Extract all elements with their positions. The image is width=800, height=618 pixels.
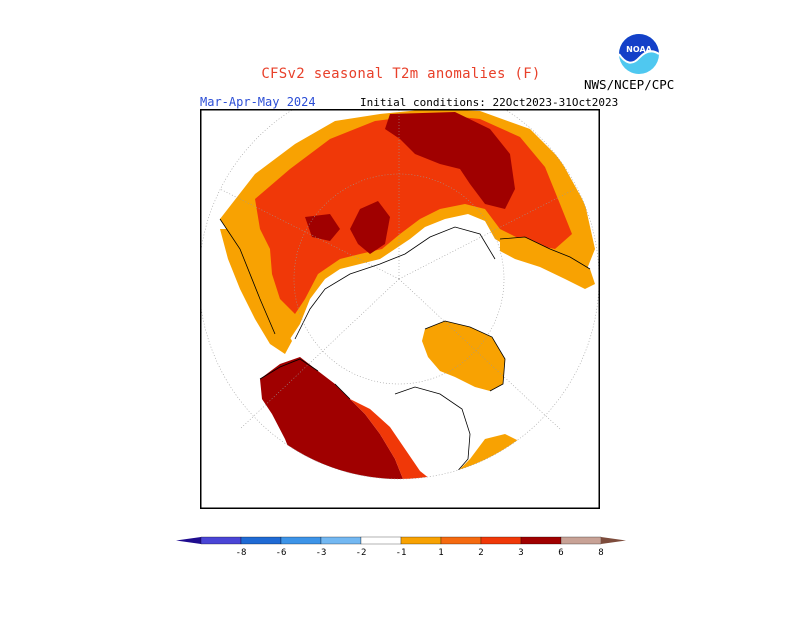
legend-arrow-high <box>601 537 626 544</box>
legend-tick-label: -3 <box>316 548 327 558</box>
legend-swatch <box>360 536 402 545</box>
legend-tick-label: -8 <box>236 548 247 558</box>
legend-swatch <box>560 536 602 545</box>
legend-arrow-low <box>176 537 201 544</box>
legend-tick-label: -6 <box>276 548 287 558</box>
map-frame-border <box>200 109 600 509</box>
anomaly-region-east-siberia <box>385 112 515 209</box>
legend-tick-label: 2 <box>478 548 483 558</box>
legend-swatch <box>280 536 322 545</box>
anomaly-region-greenland <box>422 321 505 391</box>
anomaly-region-central-canada <box>350 399 450 479</box>
legend-tick-label: 3 <box>518 548 523 558</box>
anomaly-region-west-siberia <box>305 214 340 241</box>
legend-swatch <box>200 536 242 545</box>
anomaly-region-kara <box>350 201 390 254</box>
legend-tick-label: 6 <box>558 548 563 558</box>
chart-title: CFSv2 seasonal T2m anomalies (F) <box>261 66 541 82</box>
anomaly-region-hudson <box>395 387 470 479</box>
agency-label: NWS/NCEP/CPC <box>584 77 675 92</box>
coastline <box>219 218 591 475</box>
legend-tick-label: -1 <box>396 548 407 558</box>
color-legend: -8 -6 -3 -2 -1 1 2 3 6 8 <box>176 536 626 558</box>
logo-text: NOAA <box>626 45 652 54</box>
anomaly-region-europe <box>220 229 292 354</box>
legend-swatch <box>400 536 442 545</box>
legend-tick-label: 8 <box>598 548 603 558</box>
arctic-ocean <box>295 227 500 377</box>
legend-swatch <box>320 536 362 545</box>
legend-tick-label: -2 <box>356 548 367 558</box>
noaa-logo: NOAA <box>618 34 660 74</box>
legend-swatch <box>480 536 522 545</box>
polar-map <box>200 109 600 509</box>
anomaly-region-northeast-asia <box>500 237 595 289</box>
legend-swatch <box>240 536 282 545</box>
legend-swatch <box>520 536 562 545</box>
legend-tick-label: 1 <box>438 548 443 558</box>
legend-swatch <box>440 536 482 545</box>
season-label: Mar-Apr-May 2024 <box>200 95 316 109</box>
anomaly-region-north-america-west <box>260 357 410 479</box>
initial-conditions-label: Initial conditions: 22Oct2023-31Oct2023 <box>360 96 619 109</box>
